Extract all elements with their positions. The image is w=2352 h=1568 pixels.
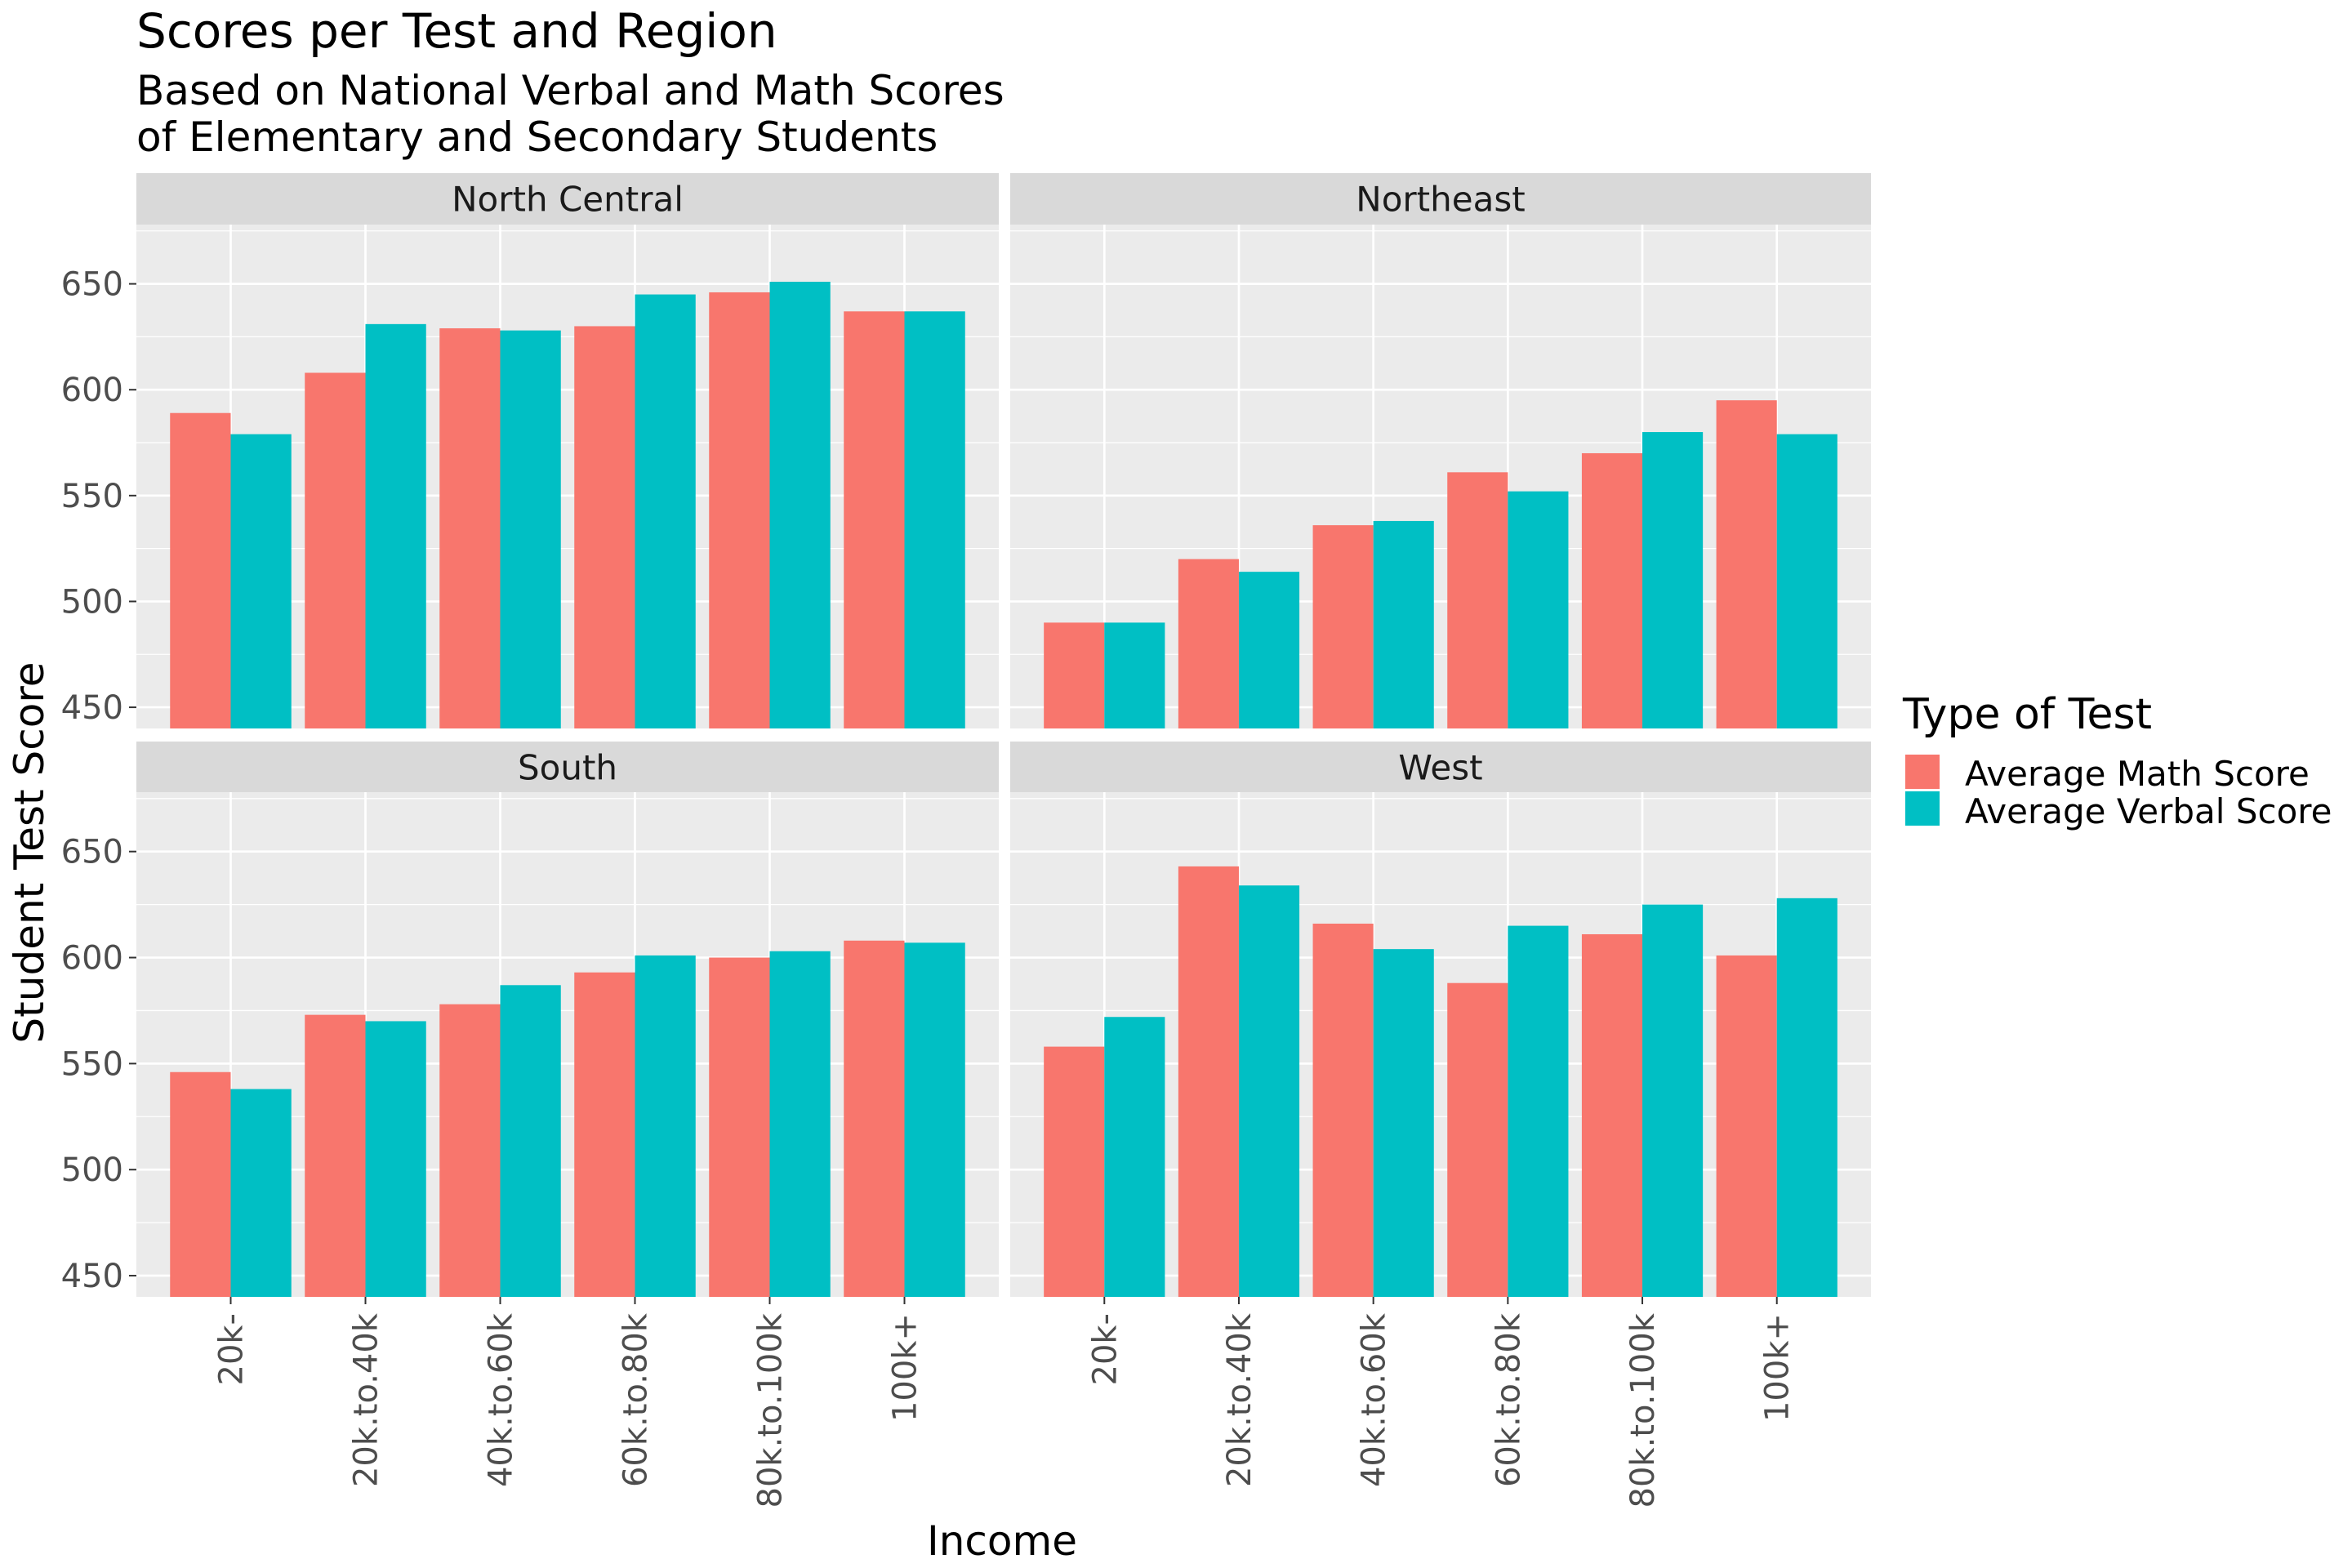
bar-average-verbal-score-40k-to-60k	[1373, 949, 1434, 1297]
x-tick-label: 100k+	[887, 1313, 924, 1422]
bar-average-verbal-score-100k	[904, 311, 965, 728]
y-tick-label: 450	[61, 1258, 123, 1295]
facet-south: South 450 500 550 600 650 20k- 20k.to.40k 40k.to…	[61, 742, 999, 1508]
bar-average-verbal-score-20k	[230, 434, 292, 728]
y-tick-label: 450	[61, 689, 123, 727]
bar-average-math-score-20k-to-40k	[1178, 559, 1239, 728]
bar-average-math-score-60k-to-80k	[1447, 472, 1508, 728]
facet-west: West 20k- 20k.to.40k 40k.to.60k 60k.to.80k 80…	[1010, 742, 1871, 1508]
bar-average-math-score-60k-to-80k	[1447, 982, 1508, 1297]
x-tick-label: 20k.to.40k	[348, 1312, 385, 1487]
bar-average-verbal-score-80k-to-100k	[1642, 904, 1704, 1297]
x-tick-label: 60k.to.80k	[1490, 1312, 1527, 1487]
x-tick-label: 100k+	[1759, 1313, 1797, 1422]
bar-average-verbal-score-80k-to-100k	[1642, 432, 1704, 728]
bar-average-verbal-score-80k-to-100k	[769, 281, 831, 728]
bar-average-verbal-score-100k	[1776, 898, 1838, 1297]
bar-average-math-score-20k	[170, 412, 231, 728]
facet-strip	[1010, 742, 1871, 793]
bar-average-verbal-score-40k-to-60k	[500, 985, 561, 1297]
bar-average-verbal-score-100k	[1776, 434, 1838, 728]
bar-average-verbal-score-20k-to-40k	[1238, 572, 1300, 728]
bar-average-math-score-100k	[844, 311, 905, 728]
bar-average-math-score-80k-to-100k	[1581, 933, 1643, 1297]
bar-average-verbal-score-60k-to-80k	[635, 294, 696, 728]
facet-strip	[136, 173, 999, 225]
bar-average-math-score-40k-to-60k	[1312, 525, 1374, 728]
y-tick-label: 600	[61, 372, 123, 409]
bar-average-math-score-80k-to-100k	[709, 957, 770, 1297]
legend-label-verbal: Average Verbal Score	[1965, 791, 2332, 831]
facet-strip	[136, 742, 999, 793]
bar-average-math-score-40k-to-60k	[439, 328, 501, 728]
bar-average-verbal-score-80k-to-100k	[769, 951, 831, 1297]
facet-strip-label: South	[518, 748, 617, 788]
bar-average-verbal-score-20k-to-40k	[365, 323, 426, 728]
x-tick-label: 40k.to.60k	[483, 1312, 520, 1487]
x-tick-label: 40k.to.60k	[1356, 1312, 1393, 1487]
bar-average-math-score-20k	[1044, 622, 1105, 728]
bar-average-math-score-100k	[1716, 400, 1777, 728]
y-tick-label: 650	[61, 266, 123, 304]
facet-strip-label: Northeast	[1356, 180, 1525, 220]
x-tick-label: 80k.to.100k	[752, 1312, 790, 1508]
facet-strip	[1010, 173, 1871, 225]
bar-average-verbal-score-20k	[230, 1089, 292, 1297]
facet-north-central: North Central 450 500 550 600 650	[61, 173, 999, 728]
x-tick-label: 20k-	[1086, 1313, 1124, 1386]
bar-average-verbal-score-20k-to-40k	[365, 1021, 426, 1297]
legend-key-verbal	[1905, 791, 1940, 826]
y-tick-label: 500	[61, 583, 123, 621]
bar-average-verbal-score-20k-to-40k	[1238, 885, 1300, 1297]
y-axis-title: Student Test Score	[6, 662, 53, 1043]
bar-average-math-score-20k	[1044, 1046, 1105, 1297]
bar-average-verbal-score-60k-to-80k	[1508, 491, 1569, 728]
bar-average-verbal-score-60k-to-80k	[635, 955, 696, 1297]
chart-subtitle-line-2: of Elementary and Secondary Students	[136, 114, 938, 161]
y-tick-label: 650	[61, 834, 123, 871]
legend: Type of Test Average Math Score Average …	[1902, 690, 2332, 831]
y-tick-label: 550	[61, 1045, 123, 1083]
bar-average-math-score-100k	[844, 940, 905, 1297]
bar-average-math-score-100k	[1716, 955, 1777, 1297]
bar-average-math-score-40k-to-60k	[439, 1004, 501, 1297]
bar-average-math-score-80k-to-100k	[709, 292, 770, 728]
bar-average-math-score-80k-to-100k	[1581, 452, 1643, 728]
y-tick-label: 600	[61, 940, 123, 978]
bar-average-verbal-score-40k-to-60k	[1373, 520, 1434, 728]
bar-average-math-score-60k-to-80k	[574, 972, 635, 1297]
facet-strip-label: West	[1398, 748, 1482, 788]
bar-average-math-score-20k	[170, 1071, 231, 1297]
bar-average-verbal-score-100k	[904, 942, 965, 1297]
x-tick-label: 80k.to.100k	[1624, 1312, 1662, 1508]
bar-average-math-score-20k-to-40k	[305, 372, 366, 728]
facet-grid: North Central 450 500 550 600 650 Northeast Sou…	[61, 173, 1871, 1508]
bar-average-verbal-score-40k-to-60k	[500, 330, 561, 728]
legend-label-math: Average Math Score	[1965, 754, 2310, 794]
chart-title: Scores per Test and Region	[136, 3, 777, 59]
bar-average-verbal-score-20k	[1104, 1017, 1165, 1297]
x-tick-label: 20k.to.40k	[1221, 1312, 1258, 1487]
chart-subtitle-line-1: Based on National Verbal and Math Scores	[136, 67, 1004, 114]
legend-key-math	[1905, 755, 1940, 789]
x-axis-title: Income	[927, 1517, 1077, 1565]
facet-strip-label: North Central	[452, 180, 684, 220]
facet-northeast: Northeast	[1010, 173, 1871, 728]
bar-average-math-score-60k-to-80k	[574, 326, 635, 728]
bar-average-math-score-20k-to-40k	[305, 1014, 366, 1297]
y-tick-label: 500	[61, 1152, 123, 1189]
bar-average-verbal-score-60k-to-80k	[1508, 925, 1569, 1297]
x-tick-label: 20k-	[213, 1313, 251, 1386]
x-tick-label: 60k.to.80k	[617, 1312, 655, 1487]
bar-average-math-score-20k-to-40k	[1178, 866, 1239, 1297]
bar-average-verbal-score-20k	[1104, 622, 1165, 728]
legend-title: Type of Test	[1902, 690, 2152, 739]
bar-average-math-score-40k-to-60k	[1312, 923, 1374, 1297]
y-tick-label: 550	[61, 478, 123, 515]
